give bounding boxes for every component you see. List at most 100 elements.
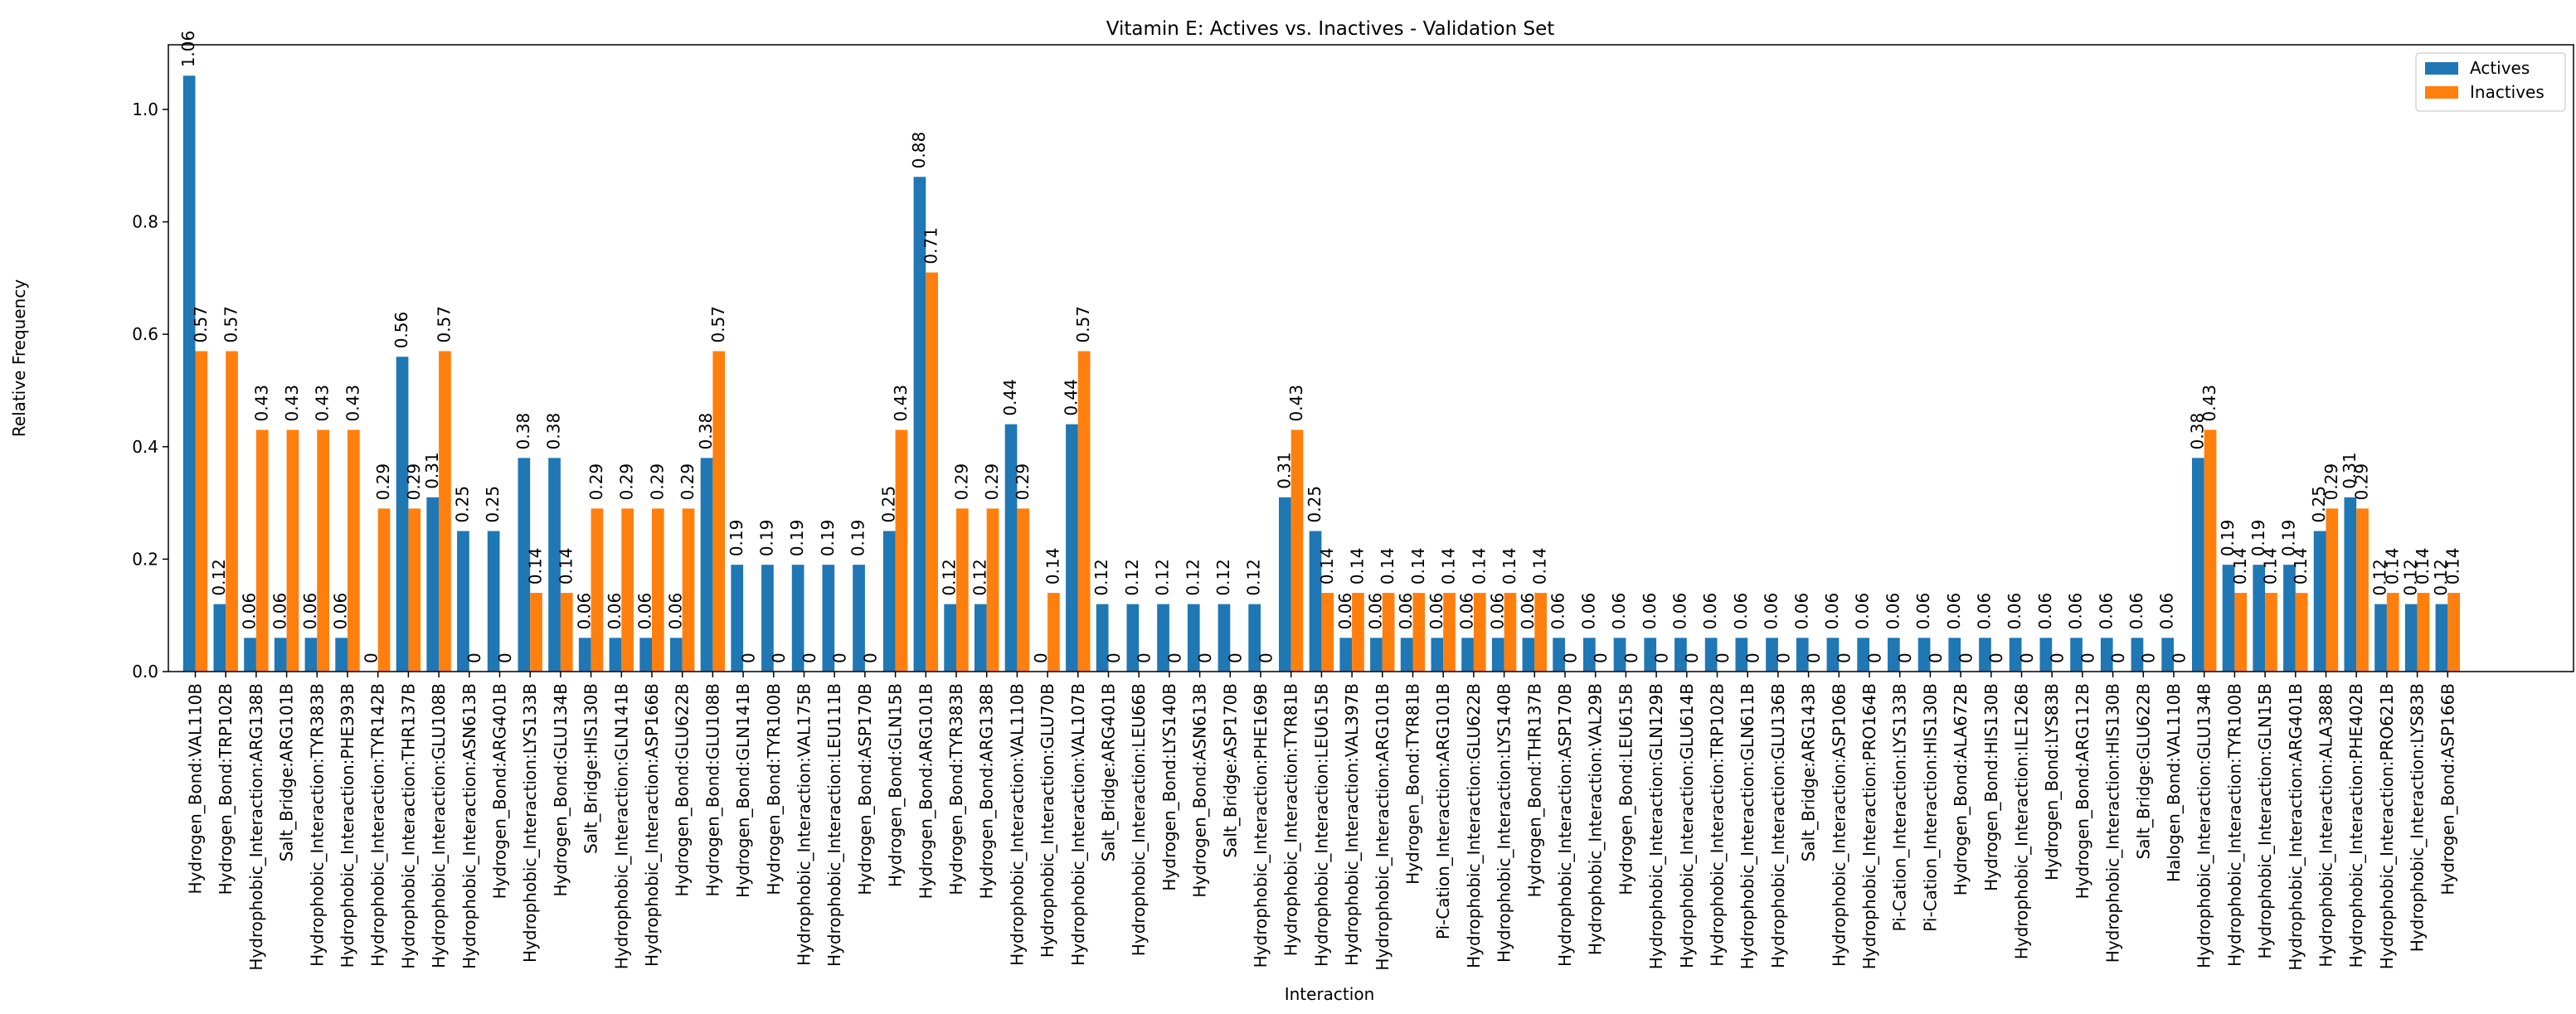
actives-bar: [2161, 638, 2174, 672]
x-tick-label: Hydrogen_Bond:ASP170B: [855, 683, 875, 895]
x-tick-label: Hydrophobic_Interaction:VAL110B: [1007, 683, 1027, 966]
x-tick-label: Hydrophobic_Interaction:HIS130B: [2103, 683, 2123, 963]
actives-value-label: 0.06: [240, 593, 260, 630]
inactives-value-label: 0: [1895, 653, 1915, 663]
actives-bar: [975, 604, 987, 672]
x-tick-label: Hydrophobic_Interaction:VAL397B: [1342, 683, 1362, 966]
inactives-value-label: 0.43: [282, 385, 302, 422]
x-tick-label: Hydrogen_Bond:TYR383B: [946, 683, 966, 895]
actives-bar: [2313, 531, 2326, 672]
inactives-value-label: 0: [1104, 653, 1124, 663]
actives-value-label: 0.06: [2066, 593, 2086, 630]
inactives-bar: [926, 272, 938, 672]
actives-bar: [2283, 565, 2296, 672]
actives-value-label: 0.12: [1153, 559, 1173, 596]
actives-bar: [244, 638, 256, 672]
actives-value-label: 0.19: [818, 520, 838, 557]
y-tick-label: 0.8: [132, 212, 158, 232]
actives-bar: [1004, 424, 1018, 672]
actives-bar: [913, 177, 926, 672]
x-tick-label: Salt_Bridge:HIS130B: [581, 683, 601, 854]
actives-bar: [1613, 638, 1626, 672]
actives-value-label: 0.12: [2400, 559, 2420, 596]
actives-bar: [1431, 638, 1444, 672]
x-tick-label: Hydrophobic_Interaction:ASN613B: [459, 683, 479, 969]
actives-value-label: 0.38: [2187, 413, 2207, 450]
inactives-bar: [1352, 593, 1364, 672]
inactives-bar: [956, 508, 969, 672]
x-tick-label: Hydrogen_Bond:GLU108B: [702, 683, 722, 897]
actives-bar: [274, 638, 287, 672]
inactives-value-label: 0: [769, 653, 789, 663]
actives-bar: [1522, 638, 1535, 672]
inactives-bar: [1382, 593, 1395, 672]
actives-value-label: 0.06: [2005, 593, 2024, 630]
inactives-value-label: 0.43: [343, 385, 362, 422]
x-tick-label: Hydrogen_Bond:THR137B: [1524, 683, 1544, 897]
x-tick-label: Hydrophobic_Interaction:TRP102B: [1708, 683, 1728, 967]
x-tick-label: Hydrogen_Bond:GLU134B: [551, 683, 571, 897]
x-tick-label: Hydrophobic_Interaction:LEU66B: [1129, 683, 1149, 956]
actives-value-label: 0.06: [1487, 593, 1507, 630]
actives-bar: [1826, 638, 1840, 672]
x-tick-label: Hydrogen_Bond:GLU622B: [673, 683, 693, 897]
inactives-value-label: 0: [2139, 653, 2159, 663]
x-tick-label: Hydrogen_Bond:TYR100B: [764, 683, 784, 895]
actives-value-label: 0: [1031, 653, 1051, 663]
inactives-bar: [560, 593, 573, 672]
y-tick-label: 0.0: [132, 662, 158, 682]
actives-bar: [639, 638, 652, 672]
actives-value-label: 0.38: [544, 413, 564, 450]
y-tick-label: 0.2: [132, 549, 158, 569]
actives-bar: [335, 638, 348, 672]
actives-bar: [213, 604, 226, 672]
inactives-bar: [1077, 351, 1091, 672]
inactives-bar: [348, 429, 360, 672]
actives-bar: [2253, 565, 2266, 672]
inactives-bar: [2234, 593, 2248, 672]
actives-value-label: 0.06: [1609, 593, 1629, 630]
x-tick-label: Hydrogen_Bond:HIS130B: [1981, 683, 2001, 891]
actives-bar: [1096, 604, 1109, 672]
inactives-value-label: 0: [1986, 653, 2006, 663]
actives-value-label: 0.12: [2370, 559, 2390, 596]
x-tick-label: Hydrophobic_Interaction:GLU622B: [1464, 683, 1484, 968]
actives-value-label: 0.06: [1762, 593, 1781, 630]
inactives-bar: [2295, 593, 2308, 672]
actives-value-label: 0.12: [1244, 559, 1264, 596]
inactives-bar: [986, 508, 999, 672]
actives-bar: [2039, 638, 2053, 672]
actives-bar: [791, 565, 804, 672]
x-tick-label: Hydrophobic_Interaction:PHE393B: [338, 683, 357, 968]
x-tick-label: Hydrophobic_Interaction:PRO621B: [2377, 683, 2397, 969]
inactives-value-label: 0: [495, 653, 515, 663]
inactives-value-label: 0.29: [678, 463, 697, 501]
inactives-value-label: 0.29: [647, 463, 667, 501]
inactives-value-label: 0.14: [1378, 548, 1397, 585]
x-tick-label: Salt_Bridge:ARG101B: [277, 683, 297, 861]
inactives-value-label: 0.14: [1469, 548, 1489, 585]
inactives-bar: [652, 508, 664, 672]
actives-bar: [1279, 497, 1291, 672]
actives-value-label: 0.06: [1578, 593, 1598, 630]
actives-value-label: 0.06: [1944, 593, 1964, 630]
inactives-bar: [2265, 593, 2277, 672]
x-tick-label: Hydrogen_Bond:LYS140B: [1159, 683, 1179, 891]
actives-value-label: 0.06: [331, 593, 351, 630]
inactives-value-label: 0: [1651, 653, 1671, 663]
inactives-value-label: 0: [1591, 653, 1611, 663]
inactives-bar: [226, 351, 238, 672]
x-tick-label: Hydrophobic_Interaction:GLN141B: [611, 683, 631, 969]
actives-value-label: 0.19: [756, 520, 776, 557]
actives-bar: [1735, 638, 1748, 672]
x-tick-label: Hydrogen_Bond:ARG101B: [916, 683, 936, 899]
x-tick-label: Hydrophobic_Interaction:VAL107B: [1068, 683, 1088, 966]
x-tick-label: Halogen_Bond:VAL110B: [2164, 683, 2184, 882]
inactives-value-label: 0.14: [1043, 548, 1062, 585]
actives-value-label: 0.31: [2340, 452, 2360, 489]
x-tick-label: Pi-Cation_Interaction:LYS133B: [1890, 683, 1910, 931]
x-tick-label: Salt_Bridge:GLU622B: [2133, 683, 2153, 859]
actives-value-label: 0.06: [1396, 593, 1416, 630]
inactives-value-label: 0.14: [1439, 548, 1459, 585]
actives-value-label: 0.44: [1061, 379, 1081, 416]
